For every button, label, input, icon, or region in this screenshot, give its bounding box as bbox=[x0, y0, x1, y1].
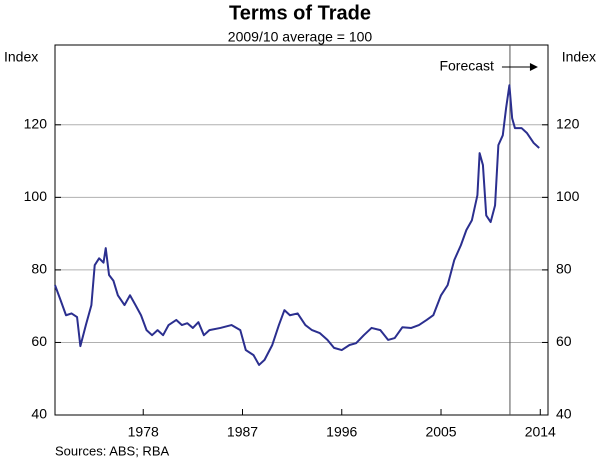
y-tick-label: 100 bbox=[24, 188, 48, 204]
x-tick-label: 1978 bbox=[128, 424, 159, 440]
plot-frame bbox=[54, 44, 549, 416]
y2-tick-label: 80 bbox=[556, 261, 572, 277]
series-line bbox=[54, 84, 540, 366]
y-axis-label: Index bbox=[4, 49, 38, 65]
arrow-head bbox=[529, 63, 538, 71]
y-tick-label: 80 bbox=[31, 261, 47, 277]
y-tick-label: 120 bbox=[24, 116, 48, 132]
x-tick-label: 2005 bbox=[425, 424, 456, 440]
source: Sources: ABS; RBA bbox=[55, 443, 169, 458]
x-tick-label: 1996 bbox=[326, 424, 357, 440]
y2-axis-label: Index bbox=[562, 49, 596, 65]
y2-tick-label: 60 bbox=[556, 333, 572, 349]
y-tick-label: 40 bbox=[31, 406, 47, 422]
x-tick-label: 1987 bbox=[227, 424, 258, 440]
y2-tick-label: 100 bbox=[556, 188, 580, 204]
chart-title: Terms of Trade bbox=[229, 2, 371, 24]
y2-tick-label: 120 bbox=[556, 116, 580, 132]
chart-subtitle: 2009/10 average = 100 bbox=[228, 29, 373, 45]
annotation: Forecast bbox=[439, 58, 494, 74]
x-tick-label: 2014 bbox=[525, 424, 556, 440]
y-tick-label: 60 bbox=[31, 333, 47, 349]
y2-tick-label: 40 bbox=[556, 406, 572, 422]
